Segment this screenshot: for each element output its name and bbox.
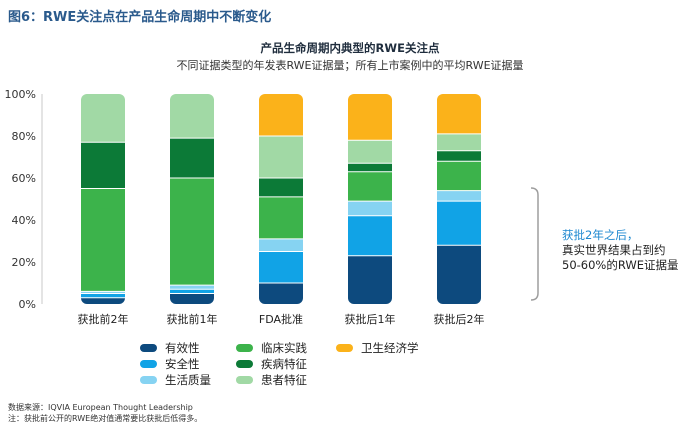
x-axis-labels: 获批前2年 获批前1年 FDA批准 获批后1年 获批后2年 — [78, 312, 485, 326]
legend-label: 安全性 — [165, 357, 200, 371]
y-tick-label: 100% — [5, 88, 36, 101]
y-tick-label: 60% — [12, 172, 36, 185]
legend-swatch-safety — [140, 360, 157, 368]
bar-segment — [170, 138, 214, 178]
x-tick-label: 获批后1年 — [345, 312, 396, 326]
legend-label: 生活质量 — [165, 373, 211, 387]
legend-item-disease-characteristics: 疾病特征 — [236, 356, 307, 372]
legend-swatch-disease-characteristics — [236, 360, 253, 368]
bar-segment — [81, 94, 125, 143]
bar-segment — [170, 178, 214, 286]
bar-stack — [259, 94, 303, 304]
figure-title: 图6：RWE关注点在产品生命周期中不断变化 — [8, 10, 272, 25]
bar-segment — [259, 178, 303, 197]
bar-segment — [348, 140, 392, 164]
bar-segment — [348, 94, 392, 141]
bar-segment — [437, 133, 481, 151]
bar-segment — [170, 293, 214, 304]
legend-label: 卫生经济学 — [361, 341, 419, 355]
bar-segment — [348, 255, 392, 304]
legend-label: 患者特征 — [261, 373, 307, 387]
legend-item-patient-characteristics: 患者特征 — [236, 372, 307, 388]
legend-item-health-economics: 卫生经济学 — [336, 340, 419, 356]
bar-stack — [348, 94, 392, 304]
x-tick-label: 获批前1年 — [167, 312, 218, 326]
annotation-line: 50-60%的RWE证据量 — [562, 258, 679, 272]
bar-segment — [437, 94, 481, 134]
bar-segment — [437, 150, 481, 162]
bar-segment — [259, 94, 303, 136]
bar-segment — [81, 188, 125, 292]
chart-legend: 有效性 安全性 生活质量 临床实践 疾病特征 患者特征 卫生经济学 — [140, 340, 500, 388]
annotation-text: 获批2年之后， 真实世界结果占到约 50-60%的RWE证据量 — [562, 228, 697, 273]
bar-segment — [170, 285, 214, 290]
chart-title: 产品生命周期内典型的RWE关注点 — [260, 41, 440, 55]
bar-stack — [81, 94, 125, 304]
x-tick-label: FDA批准 — [259, 312, 303, 326]
legend-item-quality-of-life: 生活质量 — [140, 372, 211, 388]
annotation-highlight: 获批2年之后， — [562, 228, 639, 242]
footer-source: 数据来源：IQVIA European Thought Leadership — [8, 403, 193, 412]
legend-swatch-efficacy — [140, 344, 157, 352]
chart-bars — [81, 94, 481, 304]
legend-label: 有效性 — [165, 341, 200, 355]
bar-segment — [437, 201, 481, 246]
bar-segment — [81, 293, 125, 298]
bar-segment — [259, 238, 303, 252]
y-tick-label: 40% — [12, 214, 36, 227]
legend-swatch-clinical-practice — [236, 344, 253, 352]
legend-swatch-patient-characteristics — [236, 376, 253, 384]
y-tick-label: 0% — [19, 298, 36, 311]
bar-segment — [259, 251, 303, 283]
bar-segment — [437, 245, 481, 304]
bar-stack — [437, 94, 481, 304]
legend-item-safety: 安全性 — [140, 356, 200, 372]
bar-segment — [437, 161, 481, 191]
annotation-bracket — [530, 187, 539, 301]
legend-item-efficacy: 有效性 — [140, 340, 200, 356]
bar-segment — [348, 171, 392, 202]
bar-segment — [259, 196, 303, 239]
chart-subtitle: 不同证据类型的年发表RWE证据量；所有上市案例中的平均RWE证据量 — [176, 59, 524, 72]
chart-axes: 0% 20% 40% 60% 80% 100% — [5, 88, 43, 311]
y-tick-label: 20% — [12, 256, 36, 269]
footer-note: 注：获批前公开的RWE绝对值通常要比获批后低得多。 — [8, 414, 203, 423]
bar-segment — [170, 94, 214, 139]
bar-segment — [437, 190, 481, 202]
legend-label: 临床实践 — [261, 341, 307, 355]
y-tick-label: 80% — [12, 130, 36, 143]
legend-item-clinical-practice: 临床实践 — [236, 340, 307, 356]
bar-stack — [170, 94, 214, 304]
bar-segment — [348, 163, 392, 172]
legend-swatch-health-economics — [336, 344, 353, 352]
bar-segment — [259, 136, 303, 178]
bar-segment — [81, 291, 125, 294]
bar-segment — [348, 201, 392, 216]
bar-segment — [81, 142, 125, 189]
bar-segment — [259, 283, 303, 304]
legend-swatch-quality-of-life — [140, 376, 157, 384]
bar-segment — [81, 297, 125, 304]
bar-segment — [170, 289, 214, 294]
bar-segment — [348, 215, 392, 256]
x-tick-label: 获批后2年 — [434, 312, 485, 326]
legend-label: 疾病特征 — [261, 357, 307, 371]
x-tick-label: 获批前2年 — [78, 312, 129, 326]
annotation-line: 真实世界结果占到约 — [562, 243, 666, 257]
